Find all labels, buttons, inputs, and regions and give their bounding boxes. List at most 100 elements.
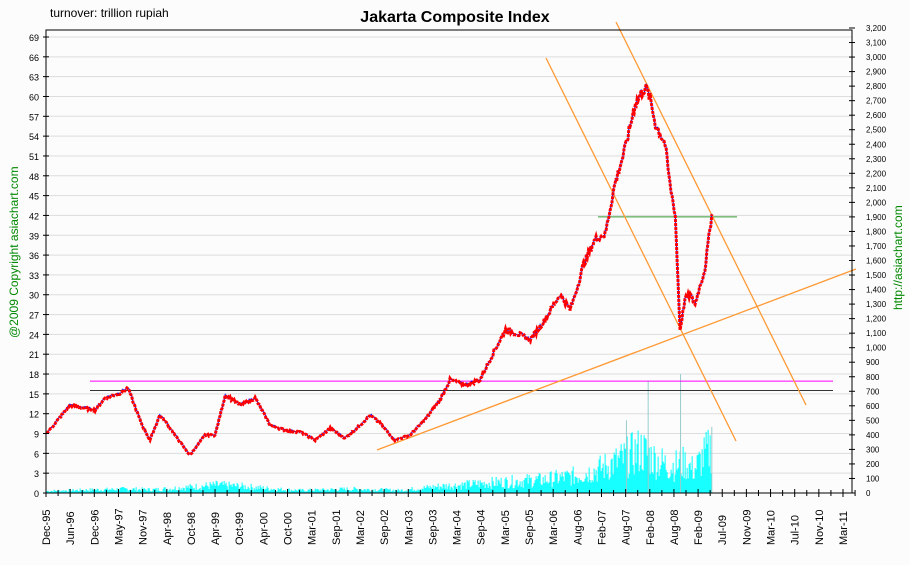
left-tick-label: 3 [34,469,39,479]
left-axis: 0369121518212427303336394245485154576063… [29,33,49,499]
x-tick-label: Nov-97 [138,510,150,545]
right-tick-label: 1,400 [866,286,887,295]
x-tick-label: Mar-04 [452,510,464,545]
x-tick-label: Aug-07 [621,510,633,545]
upper-channel-line [615,21,807,406]
x-tick-label: Aug-08 [669,510,681,545]
right-tick-label: 1,200 [866,315,887,324]
left-tick-label: 51 [29,152,39,162]
url-text: http://asiachart.com [891,205,905,310]
right-tick-label: 1,300 [866,300,887,309]
x-tick-label: Dec-95 [41,510,53,545]
x-tick-label: Mar-10 [766,510,778,545]
left-tick-label: 6 [34,449,39,459]
left-axis-label: turnover: trillion rupiah [50,6,169,20]
x-tick-label: Mar-11 [838,511,850,545]
right-tick-label: 2,700 [866,97,887,106]
x-tick-label: Jul-09 [717,515,729,545]
x-tick-label: Sep-04 [476,510,488,545]
right-tick-label: 2,500 [866,126,887,135]
left-tick-label: 27 [29,311,39,321]
left-tick-label: 54 [29,132,39,142]
x-tick-label: Oct-98 [186,512,198,545]
right-axis: 0 100 200 300 400 500 600 700 800 900 1,000 1,100 1,… [849,24,887,498]
x-tick-label: Apr-00 [258,512,270,545]
x-tick-label: Sep-05 [524,510,536,545]
right-tick-label: 1,800 [866,227,887,236]
right-tick-label: 1,000 [866,344,887,353]
left-tick-label: 42 [29,211,39,221]
right-tick-label: 300 [866,445,880,454]
x-tick-label: Mar-03 [403,510,415,545]
plot-frame [45,29,853,494]
x-tick-label: Jun-96 [65,511,77,545]
right-tick-label: 400 [866,431,880,440]
x-tick-label: Mar-01 [307,510,319,545]
right-tick-label: 900 [866,358,880,367]
x-tick-label: Apr-98 [162,512,174,545]
x-tick-label: Dec-96 [89,510,101,545]
right-tick-label: 2,600 [866,111,887,120]
x-tick-label: May-97 [113,508,125,545]
x-tick-label: Nov-10 [814,510,826,545]
x-tick-label: Mar-02 [355,510,367,545]
left-tick-label: 33 [29,271,39,281]
x-tick-label: Mar-05 [500,510,512,545]
left-tick-label: 45 [29,192,39,202]
right-tick-label: 2,300 [866,155,887,164]
left-tick-label: 21 [29,350,39,360]
x-tick-label: Sep-03 [427,510,439,545]
x-tick-label: Apr-99 [210,512,222,545]
left-tick-label: 57 [29,112,39,122]
chart-title: Jakarta Composite Index [360,9,550,26]
left-tick-label: 24 [29,330,39,340]
left-tick-label: 69 [29,33,39,43]
x-tick-label: Sep-02 [379,510,391,545]
left-tick-label: 30 [29,291,39,301]
left-tick-label: 18 [29,370,39,380]
price-series [45,83,714,457]
right-tick-label: 200 [866,460,880,469]
left-tick-label: 60 [29,92,39,102]
x-tick-label: Feb-07 [596,510,608,545]
right-tick-label: 2,000 [866,198,887,207]
x-tick-label: Jul-10 [790,515,802,545]
x-tick-label: Nov-09 [741,510,753,545]
right-tick-label: 2,100 [866,184,887,193]
right-tick-label: 2,800 [866,82,887,91]
right-tick-label: 100 [866,474,880,483]
left-tick-label: 12 [29,410,39,420]
right-tick-label: 700 [866,387,880,396]
right-tick-label: 1,600 [866,257,887,266]
right-tick-label: 2,400 [866,140,887,149]
left-tick-label: 48 [29,172,39,182]
left-tick-label: 66 [29,53,39,63]
x-tick-label: Mar-06 [548,510,560,545]
price-line [45,83,714,457]
right-tick-label: 3,000 [866,53,887,62]
x-tick-label: Aug-06 [572,510,584,545]
right-tick-label: 3,200 [866,24,887,33]
support-trendline [376,268,857,451]
right-tick-label: 1,700 [866,242,887,251]
x-tick-label: Feb-08 [645,510,657,545]
reference-lines [90,216,833,392]
x-axis: Dec-95 Jun-96 Dec-96 May-97 Nov-97 Apr-98 Oct-… [41,489,856,545]
price-line-blue [46,83,713,455]
lower-channel-line [545,57,737,442]
right-tick-label: 800 [866,373,880,382]
right-tick-label: 2,200 [866,169,887,178]
right-tick-label: 2,900 [866,68,887,77]
right-tick-label: 0 [866,489,871,498]
right-tick-label: 1,500 [866,271,887,280]
x-tick-label: Sep-01 [331,510,343,545]
left-tick-label: 63 [29,73,39,83]
x-tick-label: Feb-09 [693,510,705,545]
left-tick-label: 9 [34,430,39,440]
left-tick-label: 0 [34,489,39,499]
x-tick-label: Oct-99 [234,512,246,545]
left-tick-label: 36 [29,251,39,261]
right-tick-label: 3,100 [866,39,887,48]
grid-lines [46,36,852,474]
left-tick-label: 15 [29,390,39,400]
